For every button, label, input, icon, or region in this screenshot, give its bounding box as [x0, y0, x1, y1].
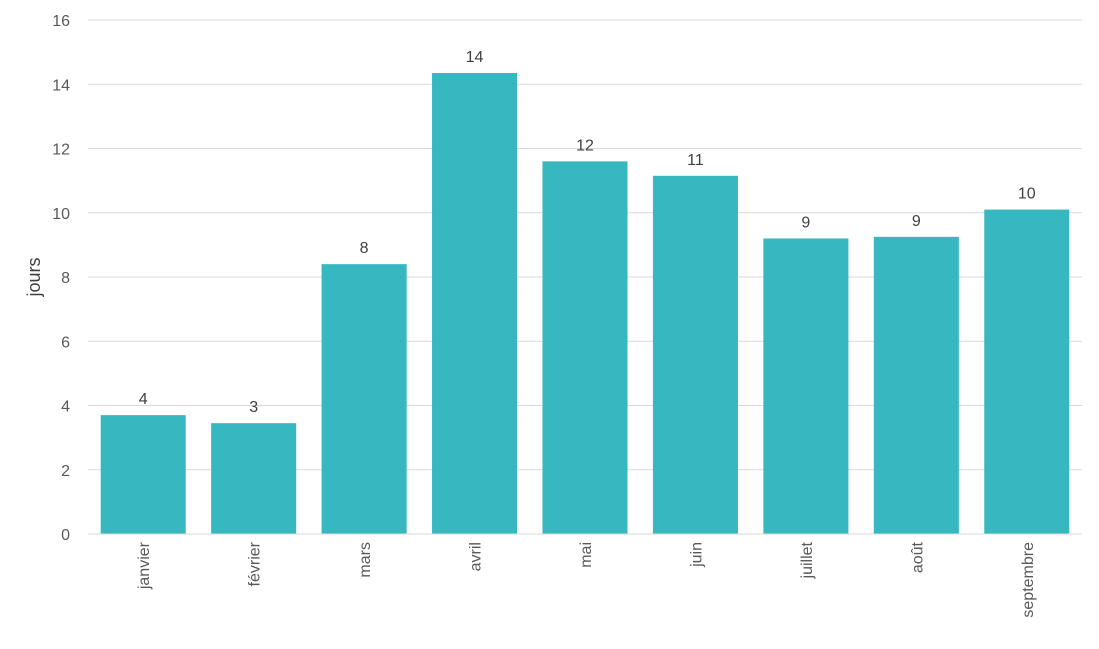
data-label: 12	[576, 137, 594, 154]
x-tick-label: septembre	[1020, 542, 1037, 618]
x-tick-label: août	[909, 541, 926, 573]
bar-6	[652, 175, 738, 534]
x-tick-label: mars	[357, 542, 374, 578]
bar-7	[763, 238, 849, 534]
y-tick-label: 2	[61, 463, 70, 480]
bar-1	[100, 415, 186, 534]
y-tick-label: 16	[52, 13, 70, 30]
x-tick-label: janvier	[136, 541, 153, 590]
x-axis-ticks: janvier février mars avril mai juin juillet aoû…	[136, 541, 1037, 617]
data-label: 4	[139, 391, 148, 408]
data-label: 3	[249, 399, 258, 416]
y-tick-label: 14	[52, 77, 70, 94]
x-tick-label: juillet	[799, 541, 816, 579]
y-axis-ticks: 0 2 4 6 8 10 12 14 16	[52, 13, 70, 544]
bar-5	[542, 161, 628, 534]
x-tick-label: juin	[688, 542, 705, 568]
bar-2	[211, 423, 297, 534]
x-tick-label: février	[247, 541, 264, 586]
data-label: 9	[912, 213, 921, 230]
y-tick-label: 4	[61, 399, 70, 416]
bar-9	[984, 209, 1070, 534]
data-labels: 4 3 8 14 12 11 9 9 10	[139, 49, 1036, 416]
data-label: 8	[360, 240, 369, 257]
bar-8	[873, 236, 959, 534]
y-axis-label: jours	[24, 257, 44, 297]
data-label: 10	[1018, 186, 1036, 203]
data-label: 14	[466, 49, 484, 66]
x-tick-label: avril	[468, 542, 485, 571]
bar-3	[321, 264, 407, 534]
y-tick-label: 8	[61, 270, 70, 287]
y-tick-label: 10	[52, 206, 70, 223]
y-tick-label: 0	[61, 527, 70, 544]
y-tick-label: 12	[52, 142, 70, 159]
bar-4	[432, 73, 518, 534]
data-label: 9	[801, 214, 810, 231]
x-tick-label: mai	[578, 542, 595, 568]
y-tick-label: 6	[61, 334, 70, 351]
data-label: 11	[687, 152, 704, 169]
bars	[100, 73, 1070, 534]
